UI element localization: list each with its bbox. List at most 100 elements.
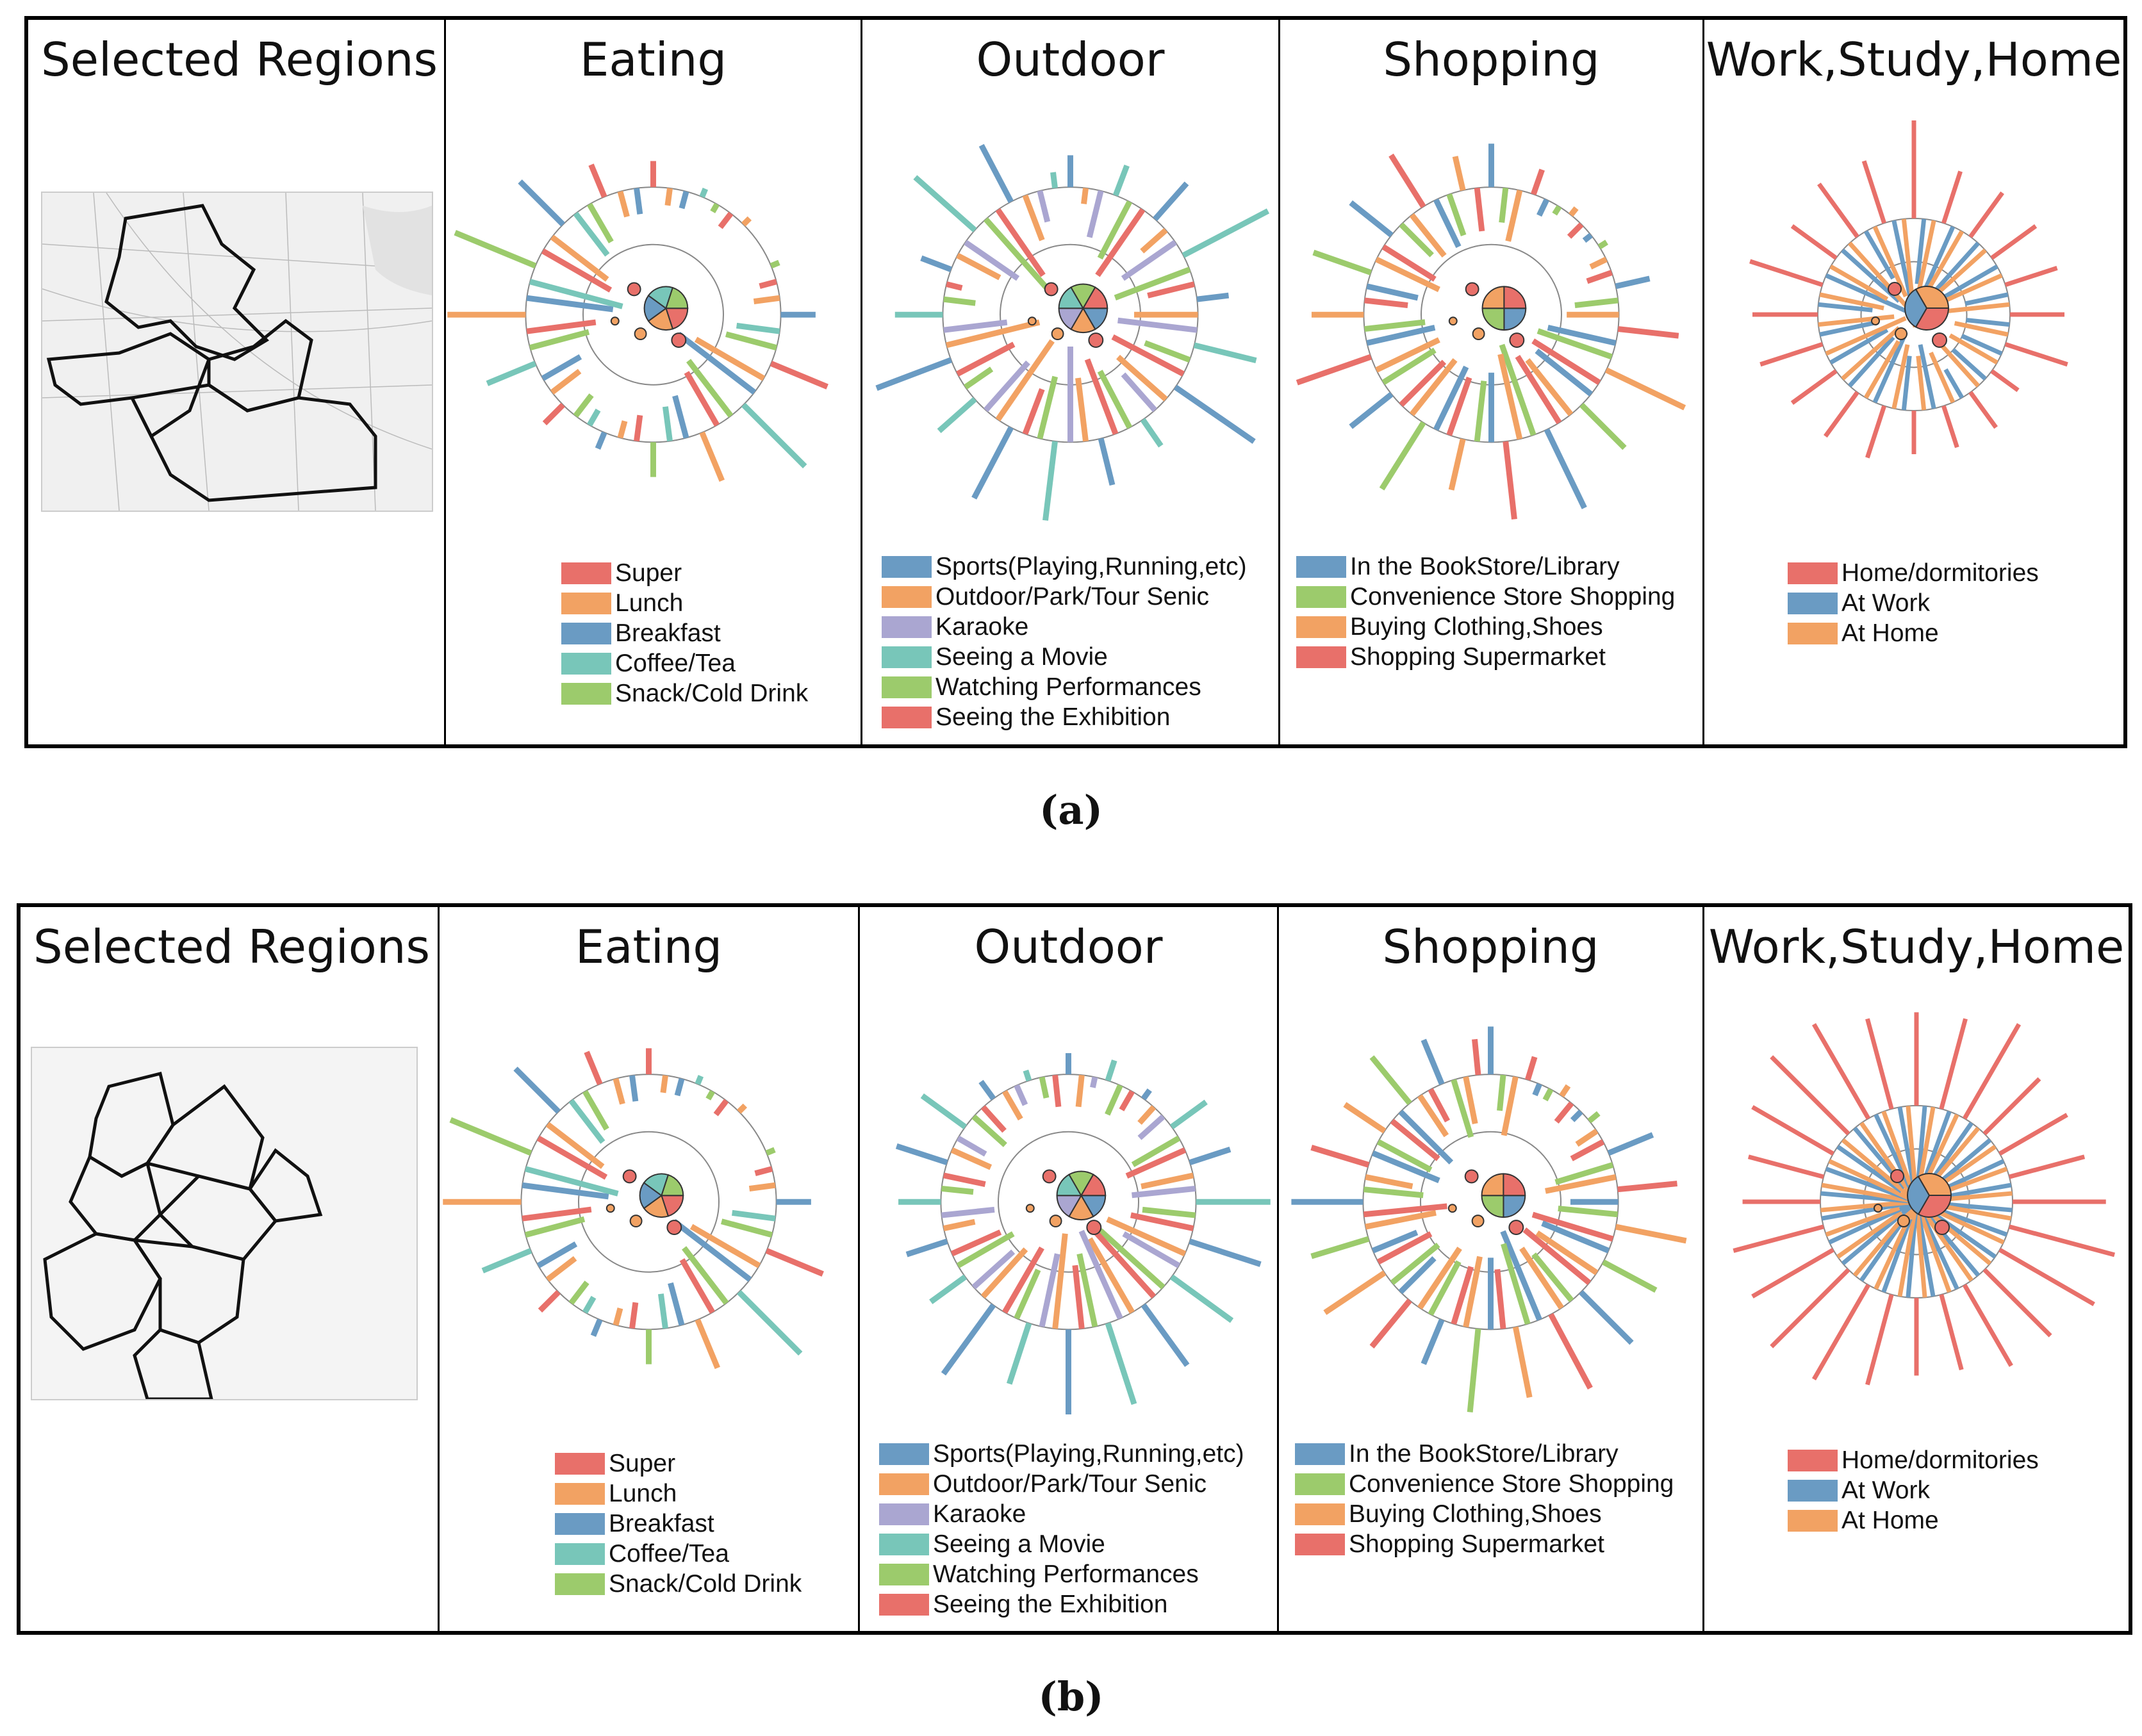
radial-bar [770,259,780,269]
legend-label: Breakfast [609,1509,714,1537]
radial-bar [984,360,1030,413]
radial-bar [1130,1212,1194,1232]
radial-bar [980,1247,1028,1299]
radial-bar [1829,327,1889,365]
radial-bar [1014,1084,1028,1106]
radial-bar [1998,1113,2068,1156]
radial-bar [1872,331,1908,404]
radial-bar [1536,198,1549,217]
radial-bar [1376,1231,1433,1265]
radial-bar [1417,1094,1449,1138]
inner-ring [1863,1148,1970,1256]
radial-bar [1098,438,1116,486]
radial-bar [941,1303,996,1376]
legend-item: Coffee/Tea [555,1539,858,1569]
radial-bar [1790,224,1838,260]
legend-swatch [1296,616,1346,638]
radial-bar [1597,240,1608,250]
center-small-glyph [627,282,641,297]
radial-bar [1343,1102,1387,1134]
center-pie-slice [1481,1173,1504,1197]
radial-bar [1790,369,1838,405]
radial-bar [613,1077,625,1105]
radial-bar [1817,183,1859,238]
legend-item: Sports(Playing,Running,etc) [879,1439,1277,1469]
legend-label: Coffee/Tea [615,649,736,677]
legend-item: Home/dormitories [1788,558,2123,588]
radial-bar [1409,358,1458,416]
radial-bar [1189,1238,1262,1267]
radial-bar [1825,1206,1900,1237]
radial-bar [522,1206,592,1222]
radial-bar [737,1290,803,1356]
radial-bar [542,402,565,425]
radial-bar [1381,347,1437,385]
radial-bar [1552,205,1562,216]
radial-bar [980,1105,1007,1133]
radial-bar [713,1099,729,1117]
radial-bar [1863,340,1901,399]
inner-ring [1860,261,1968,368]
radial-bar [1751,1247,1834,1298]
radial-bar [582,1090,609,1131]
legend-label: In the BookStore/Library [1350,552,1620,580]
legend-item: In the BookStore/Library [1295,1439,1702,1469]
radial-bar [875,357,952,391]
radial-bar [672,1218,752,1282]
radial-bar [1349,391,1394,429]
center-small-glyph [622,1169,637,1184]
center-small-glyph [634,327,647,341]
legend-swatch [561,652,611,675]
radial-bar [541,248,613,293]
radial-bar [1733,1224,1825,1253]
radial-bar [1916,356,1927,411]
legend-swatch [1788,592,1838,614]
radial-bar [1939,1018,1968,1110]
radial-bar [971,1249,1016,1290]
radial-bar [522,1182,609,1200]
radial-bar [1112,164,1130,197]
radial-bar [978,143,1014,204]
radial-bar [943,319,1008,333]
radial-bar [1819,292,1884,311]
radial-bar [1811,1284,1871,1380]
radial-bar [1859,1215,1908,1282]
legend-swatch [879,1443,929,1465]
radial-bar [1968,191,2004,238]
legend-label: Breakfast [615,619,721,647]
radial-bar [1617,1181,1677,1193]
center-pie-slice [1915,286,1950,309]
radial-bar [526,319,597,334]
radial-bar [1607,1132,1654,1156]
radial-bar [1137,1114,1166,1140]
radial-bar [1371,1150,1440,1184]
legend-item: Snack/Cold Drink [555,1569,858,1599]
center-small-glyph [1088,332,1104,348]
legend-item: Super [561,558,861,588]
radial-bar [1574,297,1619,308]
radial-bar [1819,321,1874,337]
radial-bar [1841,1202,1916,1266]
radial-bar [684,371,720,427]
legend-item: Karaoke [882,612,1278,642]
radial-bar [1559,1084,1571,1098]
radial-bar [2004,266,2058,287]
outdoor-title: Outdoor [974,920,1163,974]
outdoor-cell-a: Outdoor Sports(Playing,Running,etc) Outdo… [862,20,1280,744]
radial-bar [1770,1055,1850,1136]
radial-bar [1097,370,1132,429]
radial-bar [1954,321,2009,337]
radial-bar [1369,1055,1412,1106]
radial-bar [1376,1139,1433,1173]
radial-bar [1759,342,1824,367]
radial-bar [895,1143,948,1165]
radial-bar [1312,249,1372,275]
center-small-glyph [1934,1220,1950,1235]
legend-swatch [555,1573,605,1595]
legend-item: At Work [1788,588,2123,618]
radial-bar [941,1185,974,1195]
center-pie-slice [665,286,689,309]
legend-label: Karaoke [935,612,1029,641]
radial-bar [1990,369,2020,392]
radial-bar [1617,326,1679,339]
